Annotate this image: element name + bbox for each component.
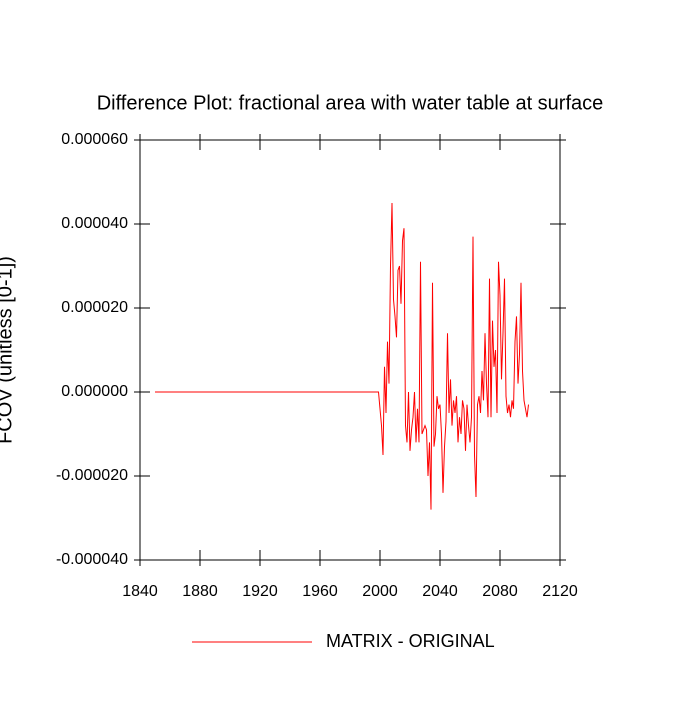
x-tick-label: 2120 <box>542 583 578 600</box>
legend-label: MATRIX - ORIGINAL <box>326 631 495 651</box>
plot-frame <box>139 139 561 561</box>
x-tick-label: 1920 <box>242 583 278 600</box>
x-tick-label: 2000 <box>362 583 398 600</box>
y-tick-label: 0.000000 <box>61 383 128 400</box>
y-tick-label: 0.000020 <box>61 299 128 316</box>
x-tick-label: 1960 <box>302 583 338 600</box>
y-axis-label: FCOV (unitless [0-1]) <box>0 256 16 444</box>
y-tick-label: 0.000040 <box>61 215 128 232</box>
y-tick-label: -0.000020 <box>56 467 128 484</box>
x-tick-label: 1880 <box>182 583 218 600</box>
x-tick-label: 2080 <box>482 583 518 600</box>
x-tick-label: 1840 <box>122 583 158 600</box>
series-line <box>155 202 529 510</box>
y-tick-label: -0.000040 <box>56 551 128 568</box>
y-tick-label: 0.000060 <box>61 131 128 148</box>
x-tick-label: 2040 <box>422 583 458 600</box>
chart-title: Difference Plot: fractional area with wa… <box>97 92 604 114</box>
